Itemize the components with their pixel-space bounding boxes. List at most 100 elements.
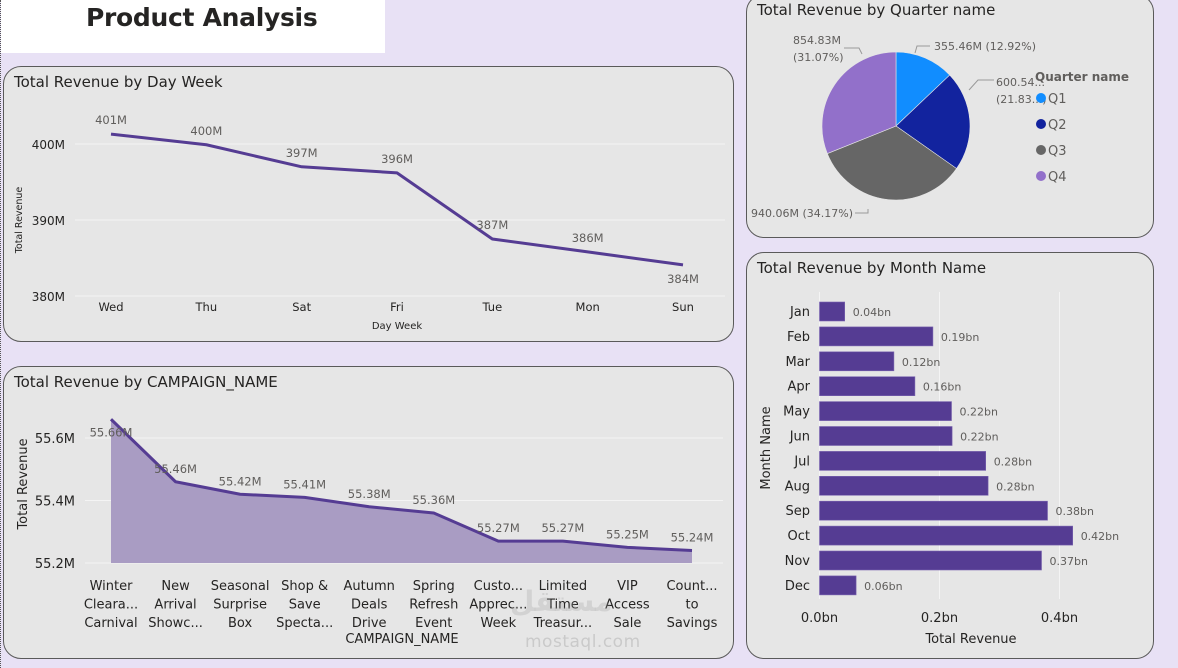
x-tick-label: Time [545, 597, 578, 612]
campaign-chart-panel[interactable]: Total Revenue by CAMPAIGN_NAME 55.2M 55.4… [3, 366, 734, 659]
y-tick-label: Mar [785, 354, 810, 369]
x-tick-label: Custo... [473, 579, 522, 594]
bar-mar [818, 351, 894, 371]
x-tick-label: Treasur... [532, 616, 592, 631]
bar-aug [818, 475, 988, 496]
x-tick-label: Autumn [343, 579, 394, 594]
legend-item-q1: Q1 [1048, 92, 1067, 107]
data-label: 55.42M [218, 474, 261, 488]
x-tick-label: Tue [481, 300, 502, 314]
x-tick-label: Count... [666, 579, 717, 594]
month-bar-chart: 0.0bn 0.2bn 0.4bn Total Revenue Month Name Ja… [759, 291, 1119, 647]
bar-oct [818, 525, 1073, 545]
campaign-chart-title: Total Revenue by CAMPAIGN_NAME [14, 373, 278, 391]
month-chart-panel[interactable]: Total Revenue by Month Name 0.0bn 0.2bn 0.… [746, 252, 1154, 659]
x-tick-label: Seasonal [210, 579, 269, 594]
x-tick-label: Fri [390, 300, 404, 314]
x-tick-label: Mon [575, 300, 599, 314]
revenue-area [110, 418, 692, 563]
data-label: 0.06bn [864, 579, 902, 592]
data-label: 55.36M [412, 493, 455, 507]
x-tick-label: New [161, 579, 190, 594]
x-tick-label: to [685, 597, 698, 612]
day-week-chart-panel[interactable]: Total Revenue by Day Week 380M 390M 400M To… [3, 66, 734, 342]
x-tick-label: Week [480, 616, 516, 631]
bar-nov [818, 550, 1042, 570]
y-tick-label: 380M [31, 290, 64, 304]
x-tick-label: Carnival [84, 616, 137, 631]
pie-data-label: 854.83M [793, 34, 841, 47]
data-label: 400M [190, 123, 222, 137]
legend-item-q3: Q3 [1048, 144, 1067, 159]
x-axis-title: Day Week [371, 321, 422, 332]
pie-slice-q4 [821, 51, 896, 154]
data-label: 0.28bn [993, 455, 1031, 468]
data-label: 0.22bn [959, 405, 997, 418]
data-label: 0.22bn [960, 430, 998, 443]
data-label: 384M [667, 271, 699, 285]
y-tick-label: Jan [788, 305, 809, 320]
x-tick-label: 0.2bn [920, 611, 957, 626]
legend-marker-q4 [1035, 170, 1046, 181]
legend-marker-q2 [1035, 118, 1046, 129]
leader-line [914, 45, 930, 53]
data-label: 55.25M [606, 527, 649, 541]
data-label: 55.46M [154, 461, 197, 475]
x-axis-title: Total Revenue [924, 632, 1016, 647]
x-tick-label: Apprec... [469, 597, 527, 612]
bar-jul [818, 450, 986, 471]
quarter-chart-panel[interactable]: Total Revenue by Quarter name 355.46M (1… [746, 0, 1154, 238]
x-tick-label: 0.4bn [1040, 611, 1077, 626]
pie-slice-q3 [826, 125, 957, 200]
x-tick-label: Limited [538, 579, 586, 594]
day-week-line-chart: 380M 390M 400M Total Revenue 401M Wed 400M Thu 3… [14, 113, 725, 332]
legend-item-q2: Q2 [1048, 118, 1067, 133]
x-tick-label: VIP [617, 579, 638, 594]
x-tick-label: Cleara... [83, 597, 137, 612]
y-tick-label: Nov [784, 554, 810, 569]
data-label: 0.28bn [996, 480, 1034, 493]
x-axis-title: CAMPAIGN_NAME [345, 632, 458, 647]
page-title: Product Analysis [86, 3, 318, 32]
page-edge [0, 0, 1, 668]
x-tick-label: Event [415, 616, 452, 631]
y-tick-label: Oct [787, 529, 809, 544]
day-week-chart-title: Total Revenue by Day Week [14, 73, 223, 91]
x-tick-label: Save [288, 597, 320, 612]
x-tick-label: Wed [98, 300, 123, 314]
x-tick-label: 0.0bn [800, 611, 837, 626]
revenue-line [109, 417, 692, 552]
data-label: 386M [571, 230, 603, 244]
pie-data-label: (21.83...) [996, 93, 1047, 106]
month-chart-title: Total Revenue by Month Name [757, 259, 987, 277]
legend-title: Quarter name [1035, 70, 1129, 84]
y-tick-label: Aug [784, 479, 809, 494]
data-label: 396M [381, 151, 413, 165]
bar-may [818, 400, 952, 421]
leader-line [843, 47, 862, 54]
x-tick-label: Surprise [213, 597, 267, 612]
x-tick-label: Sun [672, 300, 694, 314]
bar-sep [818, 500, 1048, 520]
bar-dec [818, 575, 856, 595]
data-label: 0.04bn [852, 306, 890, 319]
y-tick-label: Apr [787, 379, 810, 394]
legend-marker-q1 [1035, 92, 1046, 103]
y-tick-label: Sep [785, 504, 810, 519]
x-tick-label: Refresh [409, 597, 458, 612]
y-tick-label: 55.4M [34, 494, 74, 509]
data-label: 387M [476, 218, 508, 232]
x-tick-label: Shop & [281, 579, 328, 594]
data-label: 55.66M [89, 425, 132, 439]
pie-data-label: 355.46M (12.92%) [934, 40, 1036, 53]
leader-line [854, 208, 868, 213]
data-label: 0.38bn [1055, 505, 1093, 518]
x-tick-label: Deals [351, 597, 388, 612]
data-label: 55.27M [476, 521, 519, 535]
pie-data-label: 600.54... [996, 76, 1045, 89]
data-label: 397M [285, 145, 317, 159]
y-axis-title: Month Name [759, 406, 774, 489]
y-tick-label: 55.6M [34, 432, 74, 447]
leader-line [968, 79, 994, 90]
